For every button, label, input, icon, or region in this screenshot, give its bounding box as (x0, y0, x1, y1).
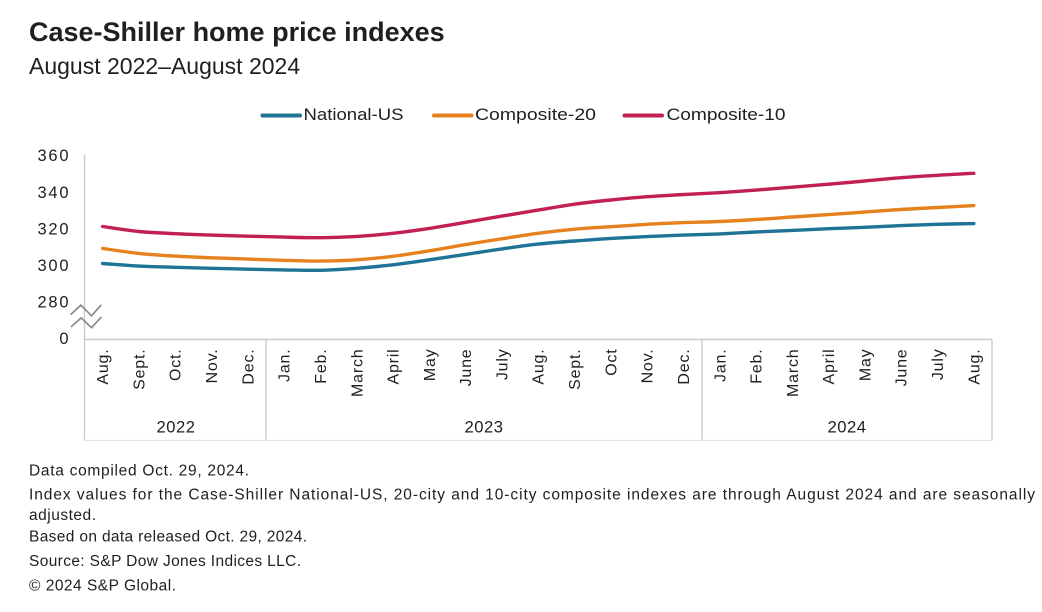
svg-text:May: May (422, 349, 439, 382)
svg-text:Source: S&P Dow Jones Indices: Source: S&P Dow Jones Indices LLC. (29, 553, 301, 570)
svg-text:Composite-10: Composite-10 (667, 106, 786, 124)
svg-text:April: April (821, 349, 838, 385)
svg-text:Data compiled Oct. 29, 2024.: Data compiled Oct. 29, 2024. (29, 463, 249, 480)
svg-text:340: 340 (38, 184, 69, 202)
svg-text:280: 280 (38, 294, 69, 312)
svg-text:Nov.: Nov. (204, 349, 221, 384)
svg-text:Sept.: Sept. (567, 349, 584, 390)
svg-text:300: 300 (38, 257, 69, 275)
svg-text:July: July (930, 349, 947, 381)
svg-text:May: May (857, 349, 874, 382)
svg-text:Oct.: Oct. (168, 349, 185, 382)
svg-text:Dec.: Dec. (240, 349, 257, 385)
svg-text:Feb.: Feb. (313, 349, 330, 384)
svg-text:Aug.: Aug. (531, 349, 548, 385)
svg-text:0: 0 (59, 330, 68, 348)
svg-text:Aug.: Aug. (95, 349, 112, 385)
svg-text:National-US: National-US (304, 106, 404, 124)
svg-text:June: June (894, 349, 911, 387)
svg-text:Dec.: Dec. (676, 349, 693, 385)
svg-text:March: March (349, 349, 366, 397)
svg-text:320: 320 (38, 220, 69, 238)
svg-text:June: June (458, 349, 475, 387)
svg-text:Case-Shiller home price indexe: Case-Shiller home price indexes (29, 17, 445, 47)
svg-text:Oct: Oct (603, 349, 620, 376)
svg-text:Feb.: Feb. (749, 349, 766, 384)
svg-text:2023: 2023 (465, 419, 504, 437)
svg-text:Nov.: Nov. (640, 349, 657, 384)
svg-text:© 2024 S&P Global.: © 2024 S&P Global. (29, 578, 176, 595)
svg-text:April: April (386, 349, 403, 385)
svg-text:Sept.: Sept. (131, 349, 148, 390)
svg-text:2022: 2022 (157, 419, 196, 437)
svg-text:adjusted.: adjusted. (29, 507, 96, 524)
svg-text:August 2022–August 2024: August 2022–August 2024 (29, 53, 300, 79)
svg-text:Aug.: Aug. (966, 349, 983, 385)
svg-text:Based on data released Oct. 29: Based on data released Oct. 29, 2024. (29, 528, 307, 545)
svg-text:Jan.: Jan. (712, 349, 729, 382)
svg-text:Composite-20: Composite-20 (475, 106, 596, 124)
svg-text:Index values for the Case-Shil: Index values for the Case-Shiller Nation… (29, 487, 1035, 504)
svg-text:March: March (785, 349, 802, 397)
svg-text:July: July (494, 349, 511, 381)
svg-text:Jan.: Jan. (277, 349, 294, 382)
svg-text:360: 360 (38, 147, 69, 165)
svg-text:2024: 2024 (828, 419, 867, 437)
